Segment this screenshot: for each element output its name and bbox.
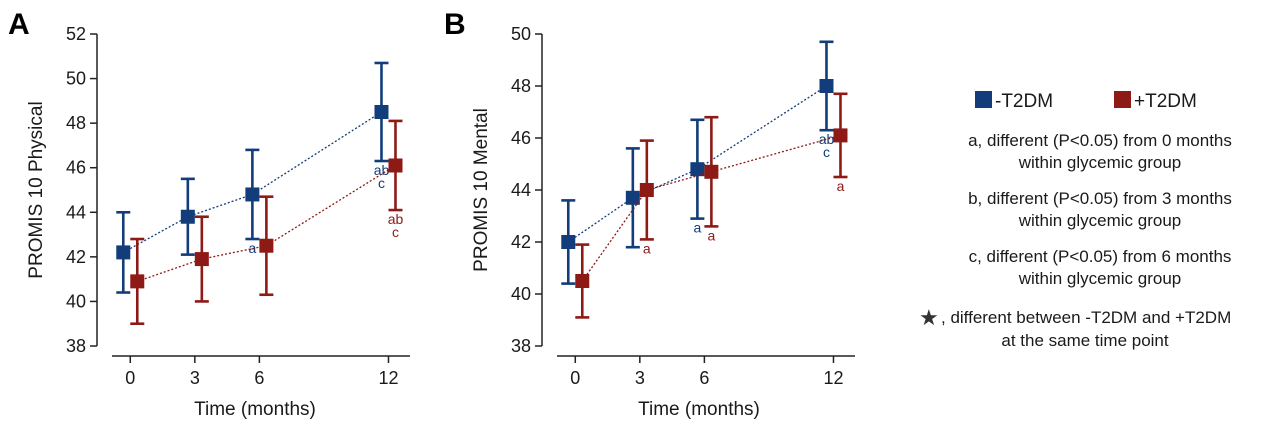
panel-a-xlabel: Time (months) <box>194 399 316 420</box>
data-point <box>388 158 403 173</box>
y-tick-label: 44 <box>511 180 531 200</box>
legend-label-minus: -T2DM <box>995 91 1053 112</box>
note-star-line2: at the same time point <box>1001 331 1169 350</box>
y-tick-label: 48 <box>511 76 531 96</box>
significance-label: ab <box>819 131 835 147</box>
significance-label: a <box>693 220 701 236</box>
note-a-line2: within glycemic group <box>1018 153 1182 172</box>
series-line-plus-t2dm <box>137 164 396 282</box>
significance-label: a <box>837 178 845 194</box>
x-tick-label: 12 <box>378 368 398 388</box>
y-tick-label: 50 <box>511 24 531 44</box>
x-tick-label: 12 <box>823 368 843 388</box>
data-point <box>819 79 834 93</box>
data-point <box>561 235 576 249</box>
y-tick-label: 42 <box>511 232 531 252</box>
series-line-minus-t2dm <box>122 111 382 253</box>
data-point <box>704 164 719 179</box>
panel-b-ylabel: PROMIS 10 Mental <box>471 108 492 272</box>
significance-label: c <box>378 175 385 191</box>
note-a-line1: a, different (P<0.05) from 0 months <box>968 131 1232 150</box>
significance-label: ab <box>388 211 404 227</box>
significance-label: a <box>707 227 715 243</box>
note-star-line1: , different between -T2DM and +T2DM <box>941 308 1231 327</box>
significance-label: a <box>643 240 651 256</box>
legend: -T2DM +T2DM a, different (P<0.05) from 0… <box>919 91 1232 350</box>
panel-b-letter: B <box>444 8 466 41</box>
x-tick-label: 3 <box>190 368 200 388</box>
note-b-line2: within glycemic group <box>1018 211 1182 230</box>
data-point <box>625 190 640 205</box>
note-b-line1: b, different (P<0.05) from 3 months <box>968 189 1232 208</box>
data-point <box>374 105 389 119</box>
significance-label: c <box>823 144 830 160</box>
data-point <box>130 274 145 289</box>
y-tick-label: 38 <box>511 336 531 356</box>
data-point <box>639 183 654 197</box>
y-tick-label: 46 <box>511 128 531 148</box>
y-tick-label: 42 <box>66 247 86 267</box>
panel-a-letter: A <box>8 8 30 41</box>
x-tick-label: 6 <box>699 368 709 388</box>
data-point <box>575 274 590 288</box>
y-tick-label: 46 <box>66 158 86 178</box>
y-tick-label: 38 <box>66 336 86 356</box>
series-line-plus-t2dm <box>581 134 841 282</box>
data-point <box>245 187 260 202</box>
x-tick-label: 6 <box>254 368 264 388</box>
legend-swatch-minus <box>975 91 992 108</box>
star-icon: ★ <box>919 305 939 330</box>
legend-label-plus: +T2DM <box>1134 91 1197 112</box>
data-point <box>116 245 131 260</box>
y-tick-label: 48 <box>66 113 86 133</box>
x-tick-label: 0 <box>125 368 135 388</box>
data-point <box>833 128 848 143</box>
data-point <box>690 162 705 177</box>
x-tick-label: 0 <box>570 368 580 388</box>
series-line-minus-t2dm <box>567 85 827 243</box>
y-tick-label: 44 <box>66 202 86 222</box>
data-point <box>180 209 195 224</box>
panel-a-ylabel: PROMIS 10 Physical <box>26 101 47 278</box>
x-tick-label: 3 <box>635 368 645 388</box>
y-tick-label: 52 <box>66 24 86 44</box>
y-tick-label: 50 <box>66 69 86 89</box>
data-point <box>259 238 274 253</box>
panel-b-xlabel: Time (months) <box>638 399 760 420</box>
y-tick-label: 40 <box>511 284 531 304</box>
note-c-line1: c, different (P<0.05) from 6 months <box>969 247 1232 266</box>
note-c-line2: within glycemic group <box>1018 269 1182 288</box>
y-tick-label: 40 <box>66 291 86 311</box>
legend-swatch-plus <box>1114 91 1131 108</box>
data-point <box>194 252 209 267</box>
significance-label: ab <box>374 162 390 178</box>
significance-label: c <box>392 224 399 240</box>
